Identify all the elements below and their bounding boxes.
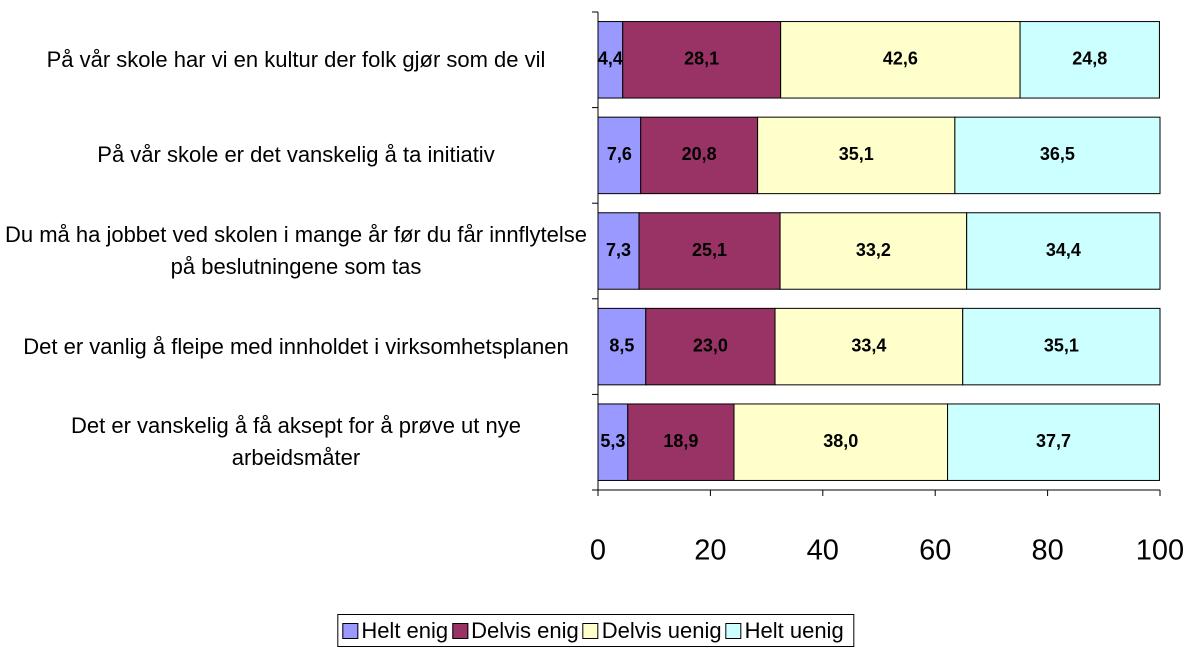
- value-label: 24,8: [1072, 49, 1107, 69]
- legend-label: Helt uenig: [744, 617, 844, 643]
- legend-swatch: [452, 622, 469, 639]
- value-label: 33,4: [851, 335, 886, 355]
- legend-label: Helt enig: [361, 617, 449, 643]
- bar-segment: [954, 116, 1161, 195]
- x-tick-label: 80: [1031, 535, 1063, 567]
- category-label: Det er vanskelig å få aksept for å prøve…: [70, 413, 521, 471]
- value-label: 38,0: [823, 431, 858, 451]
- bar-segment: [780, 21, 1021, 99]
- value-label: 25,1: [692, 240, 727, 260]
- legend-item: Delvis uenig: [582, 617, 722, 644]
- x-tick-label: 20: [694, 535, 726, 567]
- value-label: 33,2: [856, 240, 891, 260]
- x-tick-label: 60: [919, 535, 951, 567]
- category-label: På vår skole har vi en kultur der folk g…: [46, 46, 546, 72]
- bar-segment: [966, 212, 1161, 290]
- legend-swatch: [725, 622, 742, 639]
- legend-label: Delvis enig: [471, 617, 579, 643]
- value-label: 34,4: [1046, 240, 1081, 260]
- legend-label: Delvis uenig: [601, 617, 722, 643]
- bar-segment: [640, 116, 759, 195]
- x-tick-label: 0: [590, 535, 606, 567]
- value-label: 8,5: [609, 335, 634, 355]
- bar-segment: [638, 212, 781, 290]
- legend-item: Helt uenig: [725, 617, 844, 644]
- legend-item: Helt enig: [342, 618, 448, 644]
- value-label: 42,6: [883, 49, 918, 69]
- bar-segment: [627, 403, 735, 481]
- category-label: Det er vanlig å fleipe med innholdet i v…: [23, 333, 569, 359]
- bar-segment: [597, 116, 642, 195]
- bar-segment: [757, 116, 956, 195]
- value-label: 35,1: [1044, 335, 1079, 355]
- legend-swatch: [582, 622, 599, 639]
- bar-segment: [947, 403, 1160, 481]
- x-tick-label: 100: [1136, 535, 1184, 567]
- bar-segment: [597, 307, 647, 386]
- value-label: 4,4: [598, 49, 623, 69]
- bar-segment: [1019, 21, 1160, 99]
- bar-segment: [774, 307, 964, 386]
- x-tick-label: 40: [807, 535, 839, 567]
- value-label: 5,3: [600, 431, 625, 451]
- bar-segment: [622, 21, 782, 99]
- value-label: 23,0: [693, 335, 728, 355]
- value-label: 18,9: [663, 431, 698, 451]
- bar-segment: [733, 403, 949, 481]
- value-label: 35,1: [839, 144, 874, 164]
- category-label: På vår skole er det vanskelig å ta initi…: [97, 142, 495, 168]
- bar-segment: [645, 307, 776, 386]
- category-label: Du må ha jobbet ved skolen i mange år fø…: [4, 222, 588, 279]
- value-label: 36,5: [1040, 144, 1075, 164]
- value-label: 7,3: [606, 240, 631, 260]
- bar-segment: [962, 307, 1161, 386]
- value-label: 20,8: [682, 144, 717, 164]
- value-label: 7,6: [607, 144, 632, 164]
- value-label: 28,1: [684, 49, 719, 69]
- legend-swatch: [342, 622, 359, 639]
- value-label: 37,7: [1036, 431, 1071, 451]
- legend: Helt enig Delvis enig Delvis uenig Helt uen…: [337, 614, 855, 647]
- legend-item: Delvis enig: [452, 618, 579, 644]
